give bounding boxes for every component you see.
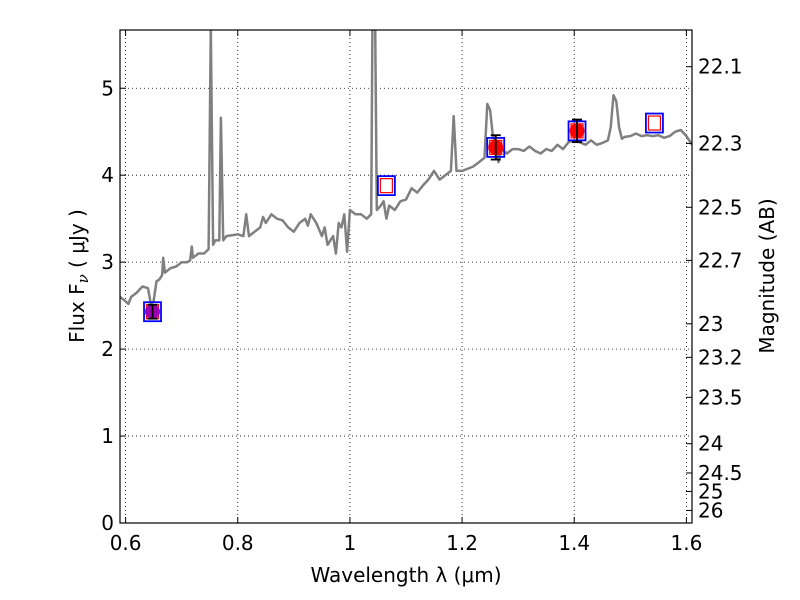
y2-tick-label: 23 [698, 312, 723, 336]
y2-tick-label: 23.5 [698, 385, 743, 409]
x-tick-label: 1.2 [446, 531, 478, 555]
y-axis-label-subscript: ν [74, 274, 92, 283]
plot-frame [119, 29, 693, 524]
model-point-box [645, 112, 664, 134]
y-tick-label: 2 [101, 337, 114, 361]
x-tick-label: 0.8 [222, 531, 254, 555]
y-tick-label: 0 [101, 511, 114, 535]
model-point-inner [647, 115, 662, 131]
y2-tick-label: 22.5 [698, 195, 743, 219]
y2-tick-label: 22.7 [698, 248, 743, 272]
y2-tick-label: 24.5 [698, 461, 743, 485]
model-point-box [376, 175, 396, 197]
spectrum-series [120, 30, 692, 306]
y2-tick-label: 25 [698, 479, 723, 503]
spectrum-line [120, 30, 692, 306]
y2-tick-label: 26 [698, 498, 723, 522]
axis-ticks [120, 30, 692, 524]
y-tick-label: 5 [101, 76, 114, 100]
model-point-box [143, 301, 162, 323]
y-axis-label-unit: ( μJy ) [65, 209, 89, 274]
y2-tick-label: 24 [698, 432, 723, 456]
y-tick-label: 1 [101, 424, 114, 448]
x-tick-label: 1.4 [558, 531, 590, 555]
y2-tick-label: 23.2 [698, 345, 743, 369]
x-tick-label: 0.6 [110, 531, 142, 555]
grid [120, 30, 692, 524]
y-tick-label: 4 [101, 163, 114, 187]
y-axis-label-text: Flux F [65, 283, 89, 342]
x-axis-label: Wavelength λ (μm) [310, 563, 501, 587]
y-axis-label: Flux Fν ( μJy ) [65, 209, 92, 343]
y-tick-label: 3 [101, 250, 114, 274]
tick-labels: 0.6 0.8 1 1.2 1.4 1.601234522.122.322.522.723… [101, 55, 742, 555]
y2-axis-label: Magnitude (AB) [755, 198, 779, 353]
x-tick-label: 1 [344, 531, 357, 555]
x-tick-label: 1.6 [670, 531, 702, 555]
y2-tick-label: 22.3 [698, 131, 743, 155]
model-point-inner [379, 178, 393, 194]
y2-tick-label: 22.1 [698, 55, 743, 79]
observed-photometry-series [145, 118, 585, 320]
